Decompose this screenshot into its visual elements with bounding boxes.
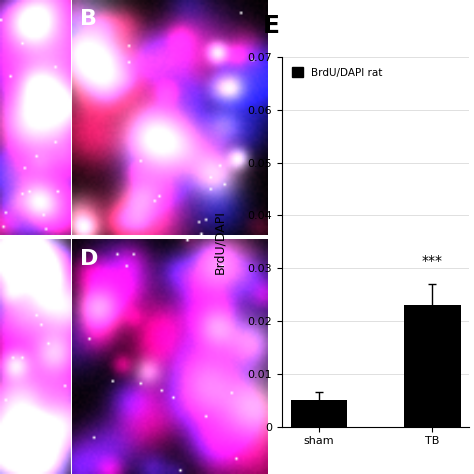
Text: ***: *** [422,254,443,268]
Bar [404,305,461,427]
Text: B: B [80,9,97,29]
Text: E: E [263,14,280,38]
Text: D: D [80,249,98,269]
Legend: BrdU/DAPI rat: BrdU/DAPI rat [287,62,388,83]
Bar [291,400,347,427]
Y-axis label: BrdU/DAPI: BrdU/DAPI [213,210,226,273]
